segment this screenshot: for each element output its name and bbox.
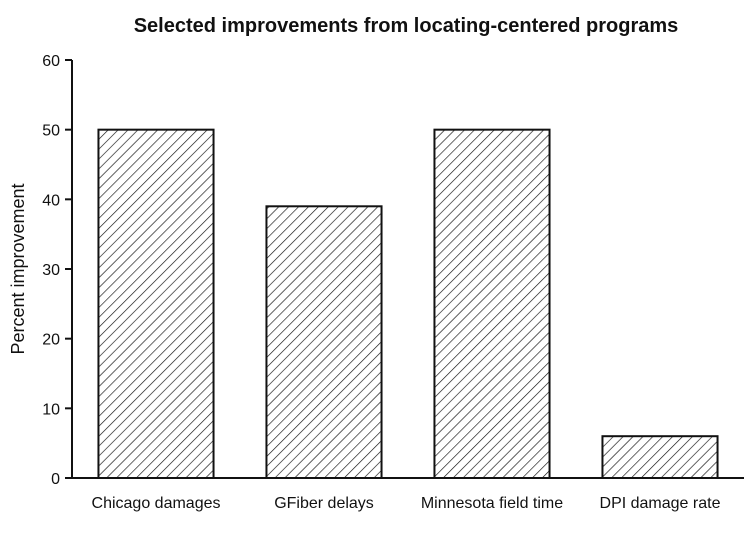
x-category-label: Chicago damages <box>92 495 221 512</box>
y-axis-label: Percent improvement <box>8 183 28 354</box>
y-tick-label: 20 <box>42 332 60 349</box>
bars <box>97 128 719 480</box>
category-labels: Chicago damages GFiber delays Minnesota fi… <box>92 495 721 512</box>
bar-gfiber-delays <box>265 205 383 480</box>
x-category-label: GFiber delays <box>274 495 374 512</box>
bar-chicago-damages <box>97 128 215 480</box>
y-tick-label: 50 <box>42 123 60 140</box>
y-axis-ticks: 0 10 20 30 40 50 60 <box>42 53 72 488</box>
y-tick-label: 30 <box>42 262 60 279</box>
y-tick-label: 0 <box>51 471 60 488</box>
bar-minnesota-field-time <box>433 128 551 480</box>
y-tick-label: 40 <box>42 192 60 209</box>
bar-dpi-damage-rate <box>601 435 719 480</box>
y-tick-label: 10 <box>42 401 60 418</box>
x-category-label: DPI damage rate <box>600 495 721 512</box>
chart-title: Selected improvements from locating-cent… <box>134 15 679 37</box>
x-category-label: Minnesota field time <box>421 495 563 512</box>
y-tick-label: 60 <box>42 53 60 70</box>
